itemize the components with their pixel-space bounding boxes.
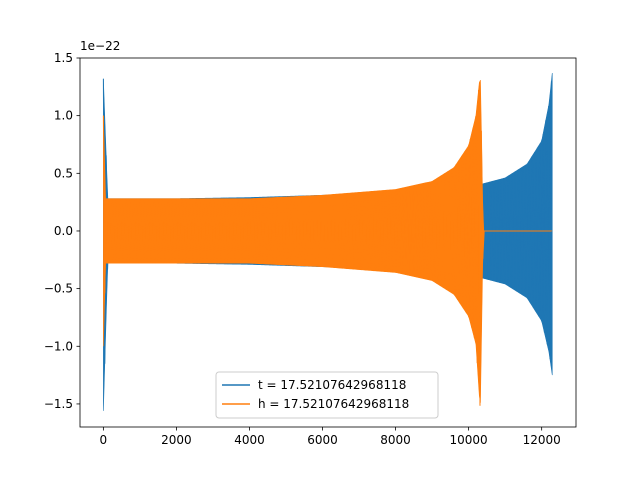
- y-tick-label: 1.5: [54, 51, 73, 65]
- x-tick-label: 10000: [450, 433, 488, 447]
- y-tick-label: −1.0: [44, 339, 73, 353]
- y-axis: −1.5 −1.0 −0.5 0.0 0.5 1.0 1.5: [44, 51, 80, 411]
- series-1: [102, 79, 553, 406]
- plot-area-frame: [79, 57, 577, 428]
- x-tick-label: 0: [100, 433, 108, 447]
- y-offset-text: 1e−22: [80, 39, 120, 53]
- x-tick-label: 4000: [234, 433, 265, 447]
- legend: t = 17.52107642968118 h = 17.521076429681…: [215, 371, 439, 419]
- series-1-line: [102, 89, 552, 406]
- legend-label: t = 17.52107642968118: [258, 378, 406, 392]
- x-tick-label: 6000: [307, 433, 338, 447]
- x-tick-label: 12000: [523, 433, 561, 447]
- legend-label: h = 17.52107642968118: [258, 397, 409, 411]
- legend-box: [215, 371, 439, 419]
- series-layer: [102, 72, 553, 411]
- y-tick-label: 0.5: [54, 166, 73, 180]
- x-axis: 0 2000 4000 6000 8000 10000 12000: [100, 427, 561, 447]
- y-tick-label: 1.0: [54, 109, 73, 123]
- x-tick-label: 2000: [161, 433, 192, 447]
- y-tick-label: −0.5: [44, 282, 73, 296]
- y-tick-label: 0.0: [54, 224, 73, 238]
- x-tick-label: 8000: [380, 433, 411, 447]
- y-tick-label: −1.5: [44, 397, 73, 411]
